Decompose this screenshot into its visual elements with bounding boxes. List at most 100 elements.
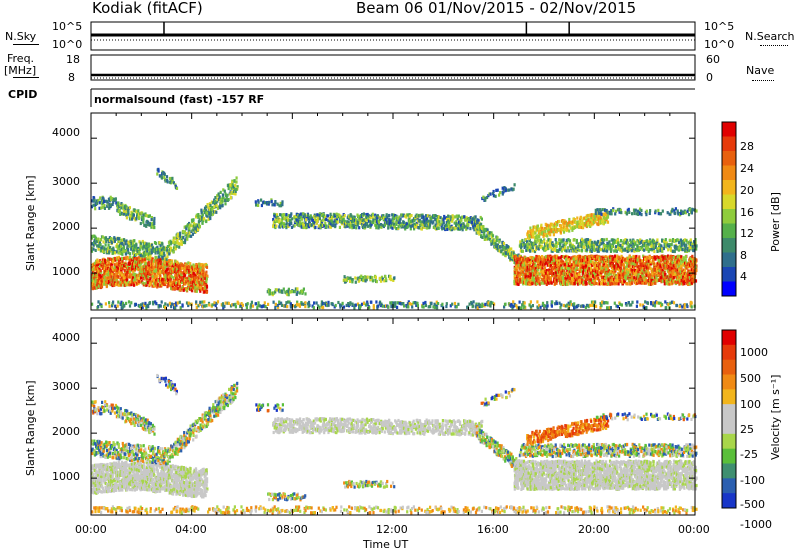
range-cell (90, 249, 94, 253)
range-cell (516, 268, 519, 272)
range-cell (104, 236, 108, 240)
range-cell (197, 283, 200, 287)
range-cell (117, 237, 120, 241)
range-cell (207, 206, 210, 210)
range-cell (190, 234, 193, 238)
range-cell (132, 242, 135, 246)
range-cell (448, 220, 451, 224)
range-cell (131, 249, 134, 253)
top-panel-traces (91, 22, 695, 79)
range-cell (372, 304, 375, 308)
range-cell (133, 283, 136, 287)
freq-unit: [MHz] (4, 64, 37, 77)
range-cell (129, 262, 132, 267)
range-cell (121, 241, 124, 246)
range-cell (95, 239, 99, 243)
range-cell (136, 275, 139, 279)
range-cell (416, 304, 419, 308)
range-cell (179, 288, 182, 292)
range-cell (98, 276, 101, 280)
range-cell (159, 274, 162, 278)
range-cell (153, 225, 156, 230)
range-cell (489, 239, 492, 243)
range-cell (432, 220, 435, 224)
range-cell (145, 244, 148, 248)
range-cell (109, 248, 113, 252)
range-cell (296, 290, 299, 294)
range-cell (167, 260, 170, 264)
range-cell (167, 277, 170, 281)
range-cell (133, 246, 137, 250)
range-cell (131, 262, 134, 266)
range-cell (119, 281, 122, 285)
range-cell (113, 239, 116, 243)
range-cell (518, 300, 521, 304)
range-cell (650, 302, 653, 306)
range-cell (377, 226, 380, 230)
freq-label: Freq. (7, 52, 35, 65)
range-cell (282, 224, 286, 229)
range-cell (251, 304, 254, 308)
range-cell (181, 280, 184, 284)
range-cell (471, 220, 474, 224)
range-cell (166, 251, 169, 255)
range-cell (211, 208, 214, 212)
range-cell (232, 185, 235, 189)
range-cell (169, 273, 172, 277)
range-cell (111, 269, 114, 274)
range-cell (353, 225, 356, 229)
range-cell (206, 274, 209, 278)
range-cell (205, 219, 208, 224)
range-cell (122, 249, 125, 253)
range-cell (115, 272, 119, 276)
range-cell (203, 300, 206, 304)
range-cell (417, 214, 420, 218)
range-cell (219, 198, 222, 202)
range-cell (636, 300, 639, 304)
range-cell (362, 212, 365, 216)
range-cell (178, 281, 181, 285)
nave-tick-high: 60 (706, 53, 720, 66)
range-cell (212, 201, 215, 205)
range-cell (111, 262, 114, 266)
range-cell (99, 249, 102, 253)
range-cell (327, 303, 330, 307)
range-cell (163, 246, 166, 250)
range-cell (97, 247, 100, 251)
range-cell (672, 301, 676, 305)
range-cell (467, 223, 470, 227)
range-cell (215, 210, 218, 214)
range-cell (690, 301, 693, 305)
range-cell (125, 256, 128, 260)
range-cell (94, 283, 97, 287)
range-cell (116, 304, 119, 308)
range-cell (107, 264, 110, 268)
range-cell (234, 189, 237, 193)
range-cell (170, 275, 173, 279)
range-cell (200, 208, 203, 212)
range-cell (127, 271, 130, 275)
range-cell (255, 203, 258, 207)
range-cell (196, 279, 199, 283)
range-cell (152, 262, 155, 266)
range-cell (148, 255, 152, 259)
range-cell (164, 305, 167, 310)
range-cell (186, 237, 189, 241)
range-cell (124, 270, 127, 274)
range-cell (105, 284, 108, 289)
range-cell (387, 226, 390, 230)
range-cell (117, 239, 120, 243)
range-cell (437, 302, 440, 306)
range-cell (208, 215, 211, 219)
nsearch-tick-high: 10^5 (704, 20, 735, 33)
range-cell (155, 268, 158, 272)
range-cell (290, 221, 293, 225)
range-cell (141, 247, 144, 251)
range-cell (200, 277, 203, 281)
range-cell (108, 301, 111, 305)
range-cell (108, 249, 111, 253)
range-cell (172, 267, 176, 271)
range-cell (142, 241, 146, 245)
range-cell (221, 193, 224, 197)
range-cell (112, 246, 115, 250)
